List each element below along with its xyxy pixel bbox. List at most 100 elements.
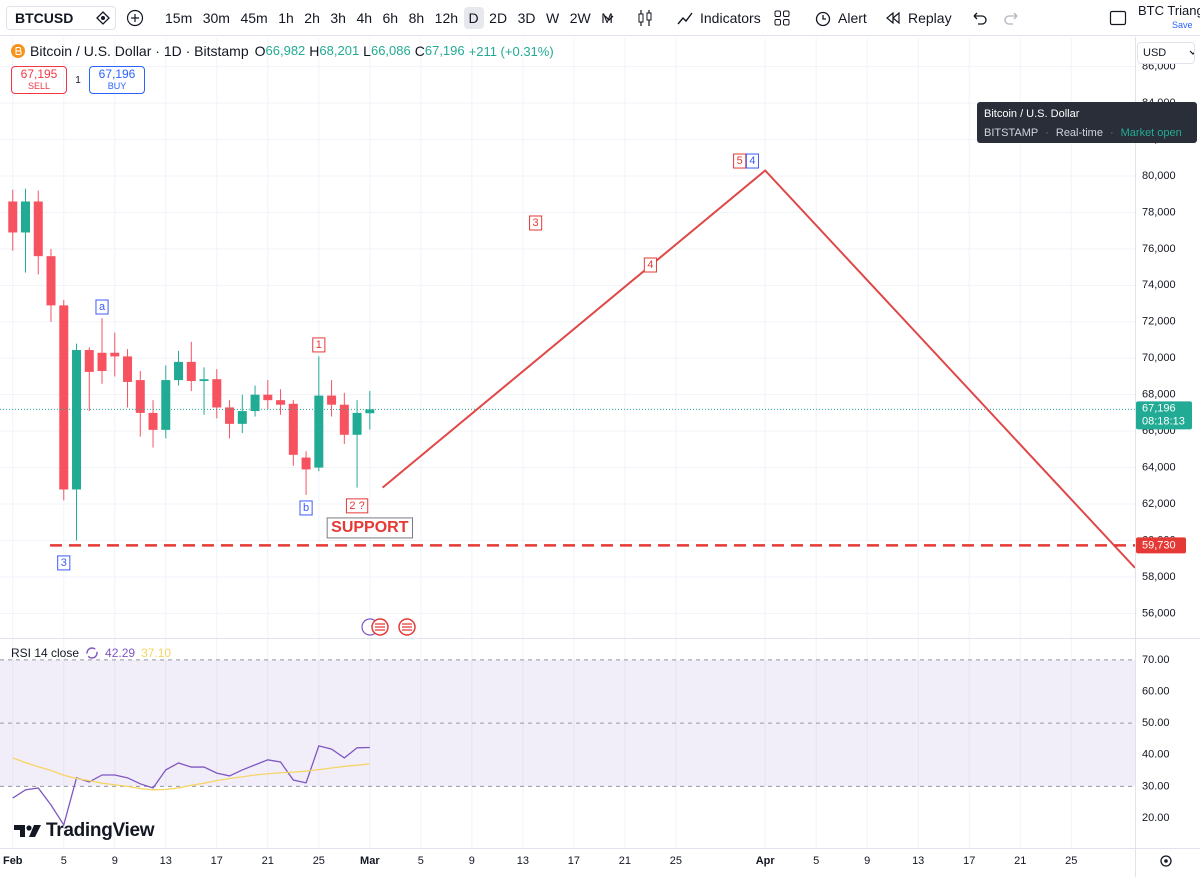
interval-button[interactable]: 45m: [240, 10, 268, 26]
x-tick-label: 9: [469, 855, 475, 867]
interval-button[interactable]: 12h: [434, 10, 459, 26]
add-symbol-icon[interactable]: [126, 9, 144, 27]
replay-label[interactable]: Replay: [908, 10, 952, 26]
indicators-button[interactable]: Indicators: [676, 0, 761, 36]
alert-button[interactable]: Alert: [814, 0, 867, 36]
feed: Real-time: [1055, 127, 1103, 139]
interval-button[interactable]: 1h: [278, 10, 294, 26]
x-tick-label: 17: [963, 855, 975, 867]
buy-price: 67,196: [98, 67, 136, 81]
layout-button[interactable]: BTC Triang Save: [1138, 0, 1200, 36]
replay-icon: [886, 11, 900, 25]
rsi-legend: RSI 14 close 42.29 37.10: [11, 646, 171, 660]
ohlc-value: 66,982: [265, 43, 306, 58]
indicators-label[interactable]: Indicators: [700, 10, 761, 26]
x-tick-label: Apr: [756, 855, 776, 867]
interval-menu[interactable]: [603, 12, 615, 24]
ohlc-key: C: [414, 43, 425, 59]
replay-button[interactable]: Replay: [884, 0, 952, 36]
ohlc-value: 67,196: [424, 43, 465, 58]
templates-icon[interactable]: [773, 9, 791, 27]
interval-button[interactable]: 4h: [356, 10, 373, 26]
icon-shape: [126, 9, 144, 27]
candle-body: [237, 411, 247, 424]
candle-body: [46, 256, 56, 306]
interval-button[interactable]: 30m: [202, 10, 230, 26]
wave-label: SUPPORT: [331, 519, 409, 536]
bitcoin-icon: [11, 44, 25, 58]
icon-hands: [822, 15, 826, 20]
y-tick-label: 40.00: [1142, 749, 1170, 761]
y-tick-label: 76,000: [1142, 243, 1176, 255]
brand-name: TradingView: [46, 820, 155, 841]
rsi-ma-value: 37.10: [141, 646, 172, 660]
interval-button[interactable]: 6h: [382, 10, 399, 26]
brand-logo: [14, 825, 41, 837]
sell-label: SELL: [27, 81, 51, 91]
tooltip-title: Bitcoin / U.S. Dollar: [984, 108, 1080, 120]
trade-buttons: 67,195 SELL 1 67,196 BUY: [11, 66, 145, 94]
layout-icon[interactable]: [1109, 9, 1127, 27]
watch-icon[interactable]: [94, 9, 112, 27]
sell-button[interactable]: 67,195 SELL: [11, 66, 67, 94]
candle-body: [301, 457, 311, 470]
wave-label-box: [745, 153, 759, 169]
candle-body: [339, 404, 349, 435]
symbol-search[interactable]: BTCUSD: [6, 6, 116, 30]
candle-body: [263, 394, 273, 401]
symbol-tooltip: Bitcoin / U.S. Dollar BITSTAMP · Real-tim…: [977, 102, 1197, 143]
interval-button[interactable]: 8h: [408, 10, 425, 26]
currency[interactable]: USD: [1143, 47, 1167, 59]
gear[interactable]: [1160, 855, 1172, 867]
coin-mark: [15, 46, 22, 56]
chart-type-icon[interactable]: [636, 8, 654, 28]
icon-shape: [96, 11, 110, 25]
redo-icon[interactable]: [1003, 9, 1021, 27]
icon-shape: [677, 12, 693, 25]
wave-label-box: [345, 498, 369, 514]
projection-line: [381, 169, 1135, 569]
undo-icon[interactable]: [970, 9, 988, 27]
interval-button[interactable]: W: [545, 10, 560, 26]
candle-body: [314, 395, 324, 468]
interval-button[interactable]: 2h: [304, 10, 320, 26]
y-tick-label: 50.00: [1142, 717, 1170, 729]
wave-label-box: [299, 500, 313, 516]
interval-button[interactable]: 2D: [489, 10, 508, 26]
wave-label: 3: [533, 217, 539, 229]
candle-body: [288, 403, 298, 455]
chevron: [1189, 50, 1194, 55]
candle-body: [365, 409, 375, 414]
save-label[interactable]: Save: [1172, 20, 1193, 30]
layout-name[interactable]: BTC Triang: [1138, 3, 1200, 18]
ohlc-key: L: [363, 43, 371, 59]
sell-price: 67,195: [20, 67, 58, 81]
rsi-title: RSI 14 close: [11, 646, 80, 660]
wave-label: 4: [749, 155, 755, 167]
tooltip-row: BITSTAMP · Real-time · Market open: [984, 126, 1190, 141]
alert-label[interactable]: Alert: [838, 10, 867, 26]
icon-shape: [886, 11, 900, 25]
candle-body: [148, 412, 158, 430]
candle-body: [135, 380, 145, 413]
currency-button[interactable]: USD: [1137, 42, 1195, 64]
interval-button[interactable]: 15m: [165, 10, 193, 26]
interval-button[interactable]: 3D: [517, 10, 536, 26]
interval-button[interactable]: 2W: [569, 10, 591, 26]
candle-body: [8, 201, 18, 233]
chevron-path: [1189, 50, 1194, 55]
interval-button[interactable]: D: [463, 7, 484, 29]
interval-button[interactable]: 3h: [330, 10, 346, 26]
settings-icon[interactable]: [1160, 855, 1172, 867]
logo-v: [29, 825, 41, 837]
x-tick-label: 13: [160, 855, 172, 867]
sync-icon[interactable]: [85, 646, 99, 660]
buy-button[interactable]: 67,196 BUY: [89, 66, 145, 94]
icon-shape: [973, 12, 987, 25]
ohlc-value: 66,086: [370, 43, 411, 58]
candle-body: [161, 380, 171, 430]
x-tick-label: 25: [313, 855, 325, 867]
